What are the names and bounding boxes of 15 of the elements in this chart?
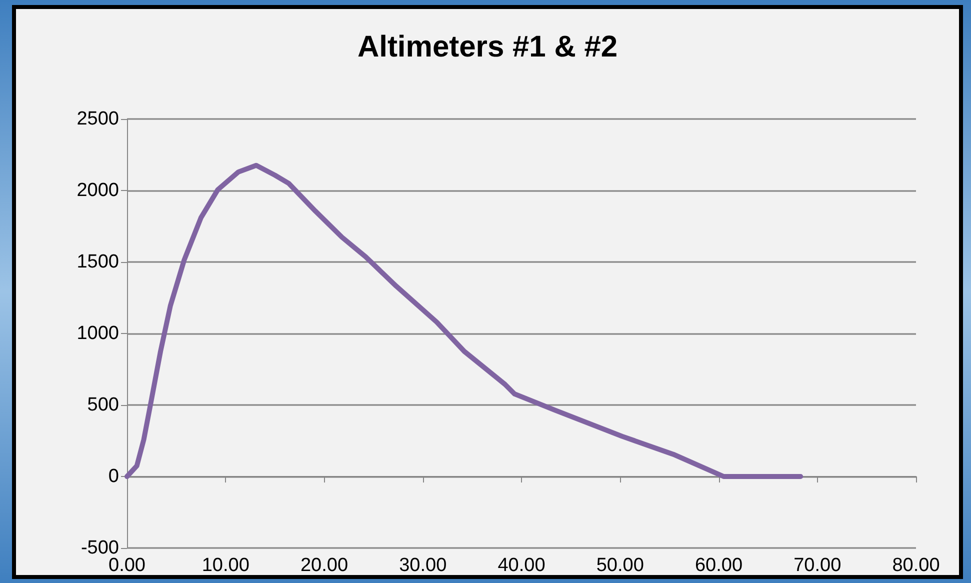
y-tick-label: 2000	[76, 180, 119, 201]
x-tick-label: 70.00	[794, 555, 842, 576]
y-tick-label: 1500	[76, 252, 119, 272]
x-tick-label: 80.00	[892, 555, 940, 576]
x-tick-label: 60.00	[694, 555, 743, 576]
y-tick-label: 500	[87, 394, 119, 416]
y-tick-label: 2500	[76, 108, 119, 130]
x-tick-label: 10.00	[202, 555, 250, 576]
chart-title: Altimeters #1 & #2	[357, 30, 618, 64]
x-tick-label: 30.00	[399, 555, 447, 576]
x-tick-label: 40.00	[498, 555, 546, 576]
y-tick-label: 1000	[76, 323, 119, 344]
x-tick-label: 50.00	[596, 555, 644, 576]
x-tick-label: 20.00	[300, 555, 348, 576]
y-tick-label: 0	[108, 466, 119, 487]
